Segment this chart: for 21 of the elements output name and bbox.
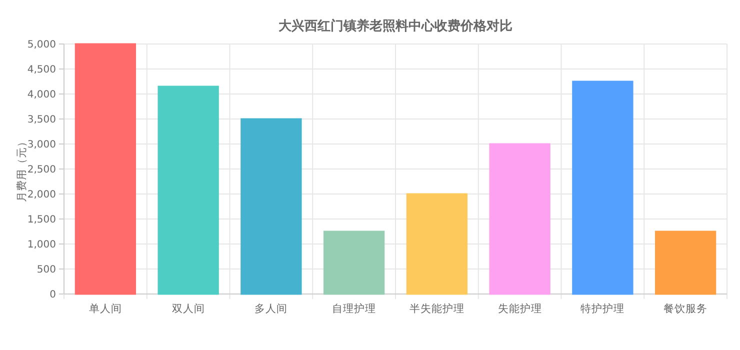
x-tick-label: 自理护理 (332, 302, 376, 315)
y-tick-label: 4,500 (27, 64, 56, 76)
y-tick-label: 3,000 (27, 140, 56, 150)
x-tick-label: 双人间 (172, 303, 205, 315)
x-tick-label: 餐饮服务 (664, 303, 708, 315)
x-tick-label: 失能护理 (498, 302, 542, 315)
y-tick-label: 2,500 (27, 164, 56, 176)
x-tick-label: 半失能护理 (409, 302, 464, 315)
y-tick-label: 0 (50, 290, 56, 300)
y-tick-label: 1,500 (27, 214, 56, 226)
y-axis-title: 月费用（元） (15, 136, 28, 202)
y-tick-label: 4,000 (27, 90, 56, 100)
x-tick-label: 单人间 (88, 302, 122, 315)
y-tick-label: 1,000 (27, 240, 56, 250)
x-tick-label: 多人间 (254, 303, 288, 315)
y-tick-label: 500 (36, 264, 56, 276)
y-tick-label: 3,500 (27, 114, 56, 126)
y-tick-label: 5,000 (27, 40, 56, 50)
x-tick-label: 特护护理 (580, 302, 625, 315)
chart-title: 大兴西红门镇养老照料中心收费价格对比 (278, 18, 512, 34)
y-tick-label: 2,000 (27, 190, 56, 200)
